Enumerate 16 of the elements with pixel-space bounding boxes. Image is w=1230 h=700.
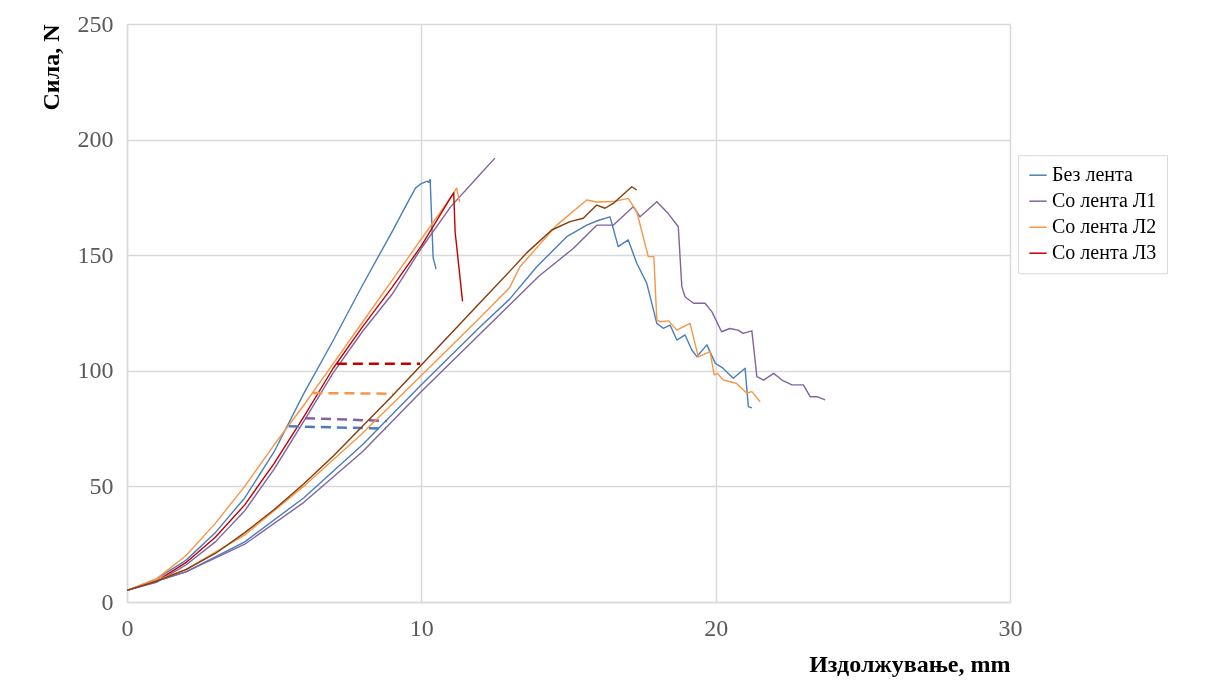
- x-tick-label: 20: [704, 614, 729, 641]
- x-tick-label: 0: [121, 614, 134, 641]
- y-tick-label: 150: [77, 241, 114, 268]
- y-tick-label: 200: [77, 126, 114, 153]
- y-tick-label: 250: [77, 10, 114, 37]
- y-axis-title: Сила, N: [37, 23, 64, 111]
- legend-label: Со лента Л3: [1052, 241, 1157, 264]
- legend-label: Со лента Л2: [1052, 215, 1157, 238]
- y-tick-label: 50: [89, 472, 114, 499]
- x-tick-label: 10: [409, 614, 434, 641]
- legend-label: Без лента: [1052, 163, 1134, 186]
- x-axis-title: Издолжување, mm: [809, 650, 1011, 677]
- x-tick-label: 30: [998, 614, 1023, 641]
- legend-label: Со лента Л1: [1052, 189, 1157, 212]
- y-tick-label: 100: [77, 357, 114, 384]
- y-tick-label: 0: [101, 588, 114, 615]
